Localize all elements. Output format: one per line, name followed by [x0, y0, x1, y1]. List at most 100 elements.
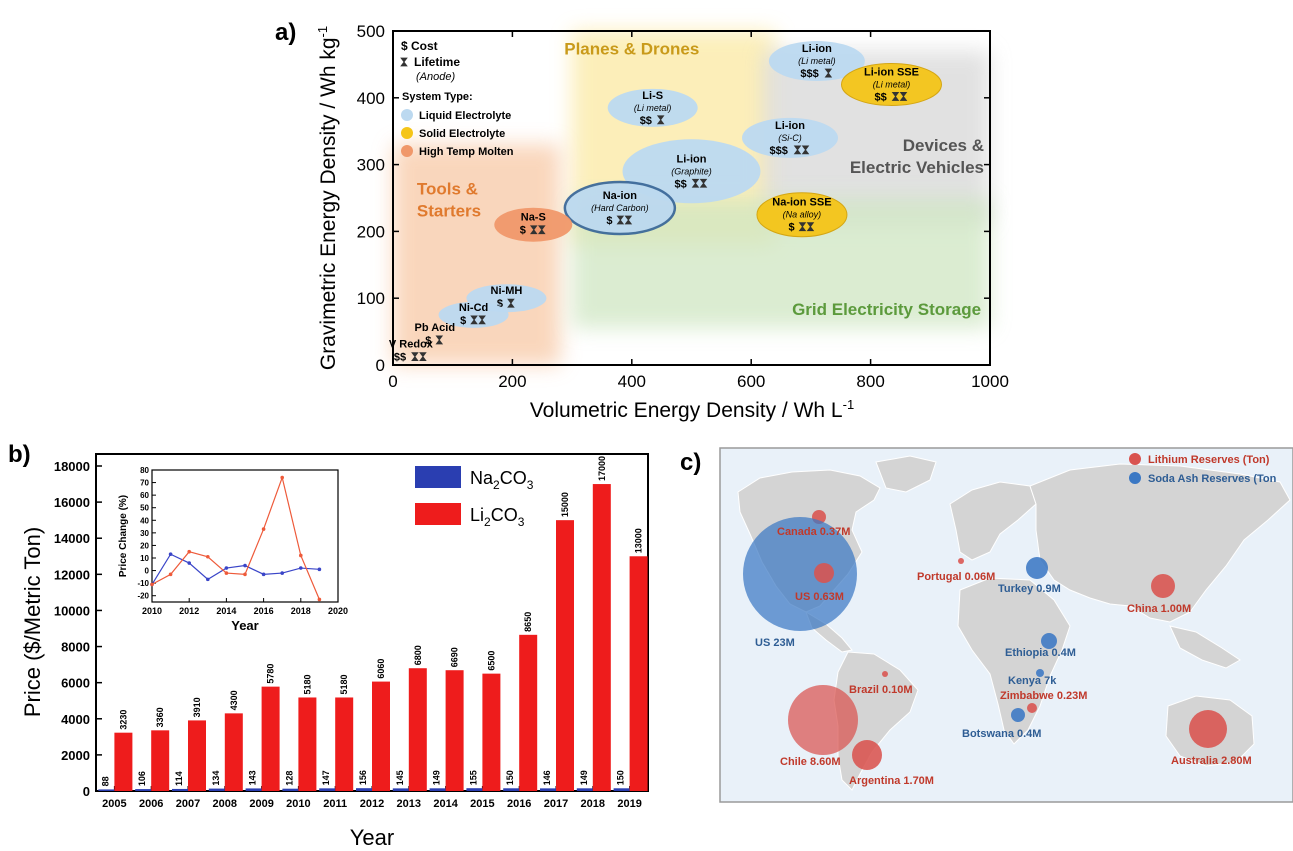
system-11: Pb Acid$ [415, 322, 456, 347]
system-anode: (Hard Carbon) [591, 203, 649, 213]
reserve-label-14: Australia 2.80M [1171, 755, 1252, 767]
bar-label-na2co3-2011: 147 [321, 770, 331, 785]
system-anode: (Si-C) [778, 133, 802, 143]
system-lifetime-icon [806, 222, 815, 232]
system-bubble [742, 117, 839, 158]
bar-li2co3-2006 [151, 730, 170, 791]
legend-swatch-3 [401, 145, 413, 157]
legend-lifetime-icon [400, 57, 408, 67]
reserve-marker-10 [1027, 703, 1037, 713]
x-tick-label: 2010 [286, 798, 310, 810]
x-tick-label: 1000 [971, 372, 1009, 391]
bar-na2co3-2018 [576, 788, 593, 791]
inset-point-1-2011 [168, 552, 173, 557]
panel-c: c) Canada 0.37M US 23M US 0.63M Portugal 0.… [680, 447, 1293, 803]
region-3 [393, 144, 561, 365]
system-name: Li-ion [677, 153, 707, 165]
bar-label-li2co3-2018: 17000 [597, 456, 607, 481]
bar-label-na2co3-2012: 156 [358, 770, 368, 785]
reserve-label-4: Portugal 0.06M [917, 571, 995, 583]
inset-y-axis-label: Price Change (%) [118, 495, 129, 577]
system-lifetime-icon [616, 215, 625, 225]
region-label-2-line1: Devices & [903, 136, 984, 155]
legend-label-sub: 2 [484, 515, 491, 529]
system-name: Li-ion [802, 43, 832, 55]
legend-label-2: Li2CO3 [470, 505, 525, 529]
system-name: Pb Acid [415, 322, 456, 334]
bar-li2co3-2005 [114, 732, 133, 791]
x-tick-label: 2008 [213, 798, 237, 810]
reserve-label-9: Brazil 0.10M [849, 684, 913, 696]
panel-c-letter: c) [680, 449, 701, 476]
system-anode: (Graphite) [671, 166, 712, 176]
panel-a-legend: $ Cost Lifetime (Anode) System Type: Liquid … [400, 39, 514, 158]
y-tick-label: 18000 [54, 459, 90, 474]
inset-x-tick-label: 2020 [328, 606, 348, 616]
inset-y-tick-label: 40 [140, 516, 149, 525]
landmass-africa [957, 577, 1071, 745]
bar-na2co3-2005 [98, 789, 115, 791]
bar-li2co3-2015 [482, 673, 501, 791]
map-legend: Lithium Reserves (Ton) Soda Ash Reserves … [1129, 453, 1277, 485]
map-legend-swatch-2 [1129, 472, 1141, 484]
inset-x-tick-label: 2012 [179, 606, 199, 616]
panel-a-frame [392, 30, 991, 366]
bar-label-na2co3-2019: 150 [616, 770, 626, 785]
system-bubble [756, 192, 848, 238]
system-name: Na-ion SSE [772, 197, 831, 209]
inset-point-1-2012 [187, 561, 191, 565]
bar-na2co3-2010 [282, 788, 299, 791]
system-cost: $ [497, 298, 503, 310]
system-name: Ni-MH [491, 285, 523, 297]
system-lifetime-icon [899, 92, 908, 101]
bar-li2co3-2019 [629, 556, 648, 791]
bar-na2co3-2019 [613, 788, 630, 791]
y-axis-label-sup: -1 [315, 26, 330, 38]
system-bubble [438, 301, 509, 328]
system-lifetime-icon [699, 178, 708, 188]
legend-label-part: CO [500, 468, 527, 488]
bar-na2co3-2006 [135, 789, 152, 791]
reserve-label-8: Kenya 7k [1008, 675, 1057, 687]
legend-system-type-3: High Temp Molten [419, 146, 514, 158]
system-anode: (Na alloy) [783, 210, 822, 220]
x-tick-label: 200 [498, 372, 526, 391]
bar-label-li2co3-2008: 4300 [229, 690, 239, 710]
legend-swatch-2 [401, 127, 413, 139]
bar-label-na2co3-2005: 88 [100, 776, 110, 786]
inset-frame [151, 469, 339, 603]
inset-x-tick-label: 2010 [142, 606, 162, 616]
system-cost: $ [425, 335, 431, 347]
system-bubble [607, 88, 698, 127]
inset-point-2-2014 [224, 571, 229, 575]
legend-lifetime: Lifetime [414, 55, 460, 69]
landmass-greenland [875, 455, 937, 493]
system-lifetime-icon [798, 222, 807, 232]
system-name: V Redox [389, 339, 434, 351]
x-tick-label: 400 [618, 372, 646, 391]
panel-b-bars: 8832301063360114391013443001435780128518… [98, 456, 648, 791]
reserve-marker-13 [852, 740, 882, 770]
legend-label-part: Na [470, 468, 494, 488]
reserve-label-10: Zimbabwe 0.23M [1000, 690, 1087, 702]
reserve-marker-11 [1011, 708, 1025, 722]
reserve-label-6: China 1.00M [1127, 603, 1191, 615]
reserve-marker-3 [814, 563, 834, 583]
system-cost: $$ [874, 91, 886, 103]
bar-li2co3-2010 [298, 697, 317, 791]
system-lifetime-icon [824, 68, 833, 78]
bar-na2co3-2011 [319, 788, 336, 791]
reserve-label-2: US 23M [755, 637, 795, 649]
legend-cost: $ Cost [401, 39, 438, 53]
reserve-label-3: US 0.63M [795, 591, 844, 603]
landmass-asia [1029, 463, 1291, 623]
panel-b-axes: 0 2000 4000 6000 8000 10000 12000 14000 16000 180… [54, 459, 642, 810]
bar-na2co3-2014 [429, 788, 446, 791]
system-lifetime-icon [691, 178, 700, 188]
system-10: Ni-Cd $ [438, 301, 509, 328]
bar-label-na2co3-2015: 155 [468, 770, 478, 785]
system-lifetime-icon [793, 145, 802, 155]
inset-point-1-2018 [299, 566, 303, 570]
system-name: Ni-Cd [459, 302, 488, 314]
bar-label-na2co3-2008: 134 [211, 771, 221, 786]
